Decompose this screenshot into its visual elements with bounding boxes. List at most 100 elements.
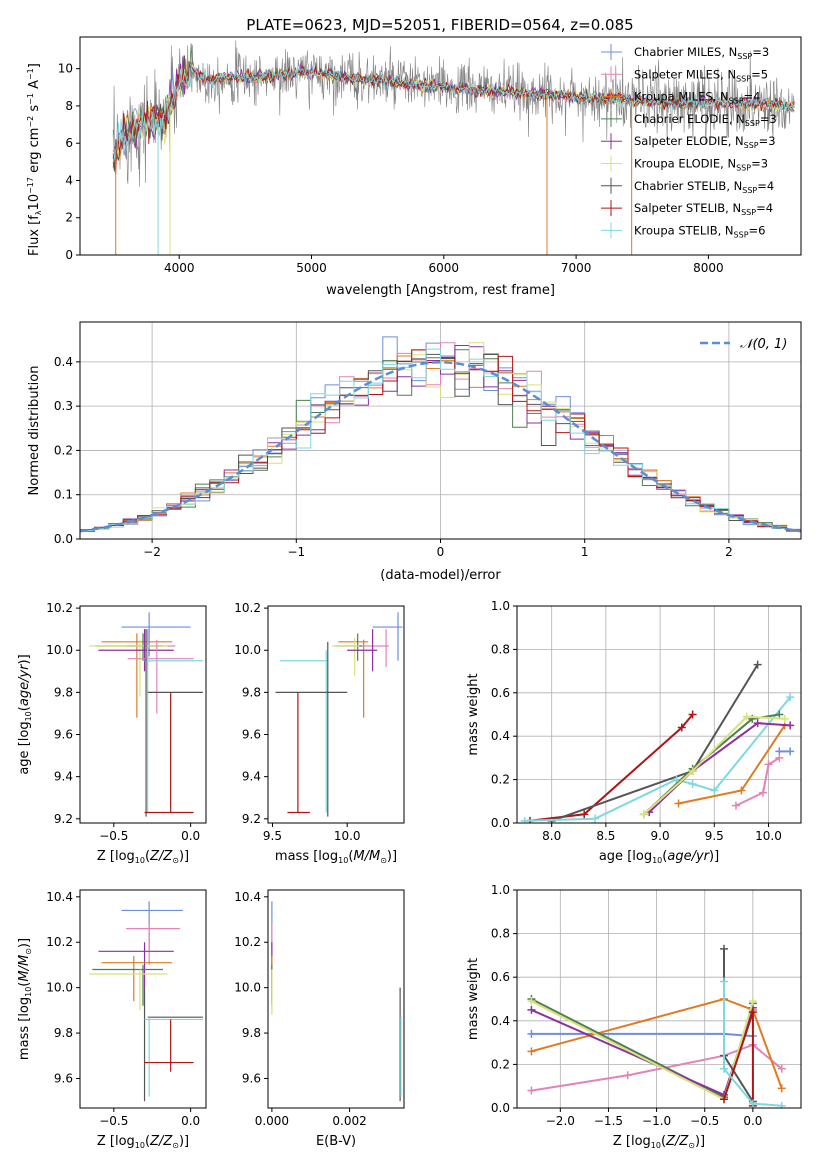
error-bar-point: [101, 633, 173, 718]
y-tick-label: 0.2: [491, 773, 510, 787]
weight-marker: [580, 810, 589, 819]
weight-marker: [719, 977, 728, 986]
y-tick-label: 0.8: [491, 927, 510, 941]
error-bar-point: [144, 1017, 203, 1097]
y-tick-label: 9.6: [242, 728, 261, 742]
clip4-axes: [267, 605, 405, 824]
y-tick-label: 9.6: [54, 1071, 73, 1085]
error-bar-point: [98, 629, 174, 672]
weight-marker: [737, 786, 746, 795]
error-bar-point: [121, 901, 183, 950]
y-tick-label: 0: [65, 248, 73, 262]
weight-line: [531, 997, 783, 1089]
weight-series: [520, 693, 795, 823]
normal-curve: [80, 361, 801, 533]
y-axis-label: mass weight: [466, 958, 481, 1040]
legend-label: Salpeter STELIB, NSSP=4: [634, 201, 773, 217]
weight-series: [639, 712, 789, 819]
spectrum-axes: [79, 36, 802, 256]
weight-series: [775, 747, 795, 756]
x-tick-label: −0.5: [99, 829, 128, 843]
clip8-axes: [516, 889, 802, 1109]
x-tick-label: 8.5: [596, 829, 615, 843]
y-tick-label: 0.0: [491, 1101, 510, 1115]
weight-series: [527, 1029, 757, 1041]
y-tick-label: 10.0: [234, 981, 261, 995]
y-tick-label: 0.8: [491, 642, 510, 656]
y-tick-label: 0.4: [54, 355, 73, 369]
weight-marker: [674, 799, 683, 808]
y-axis-label: mass weight: [466, 673, 481, 755]
x-tick-label: 1: [581, 545, 589, 559]
error-bar-point: [144, 646, 203, 813]
legend-label: Kroupa ELODIE, NSSP=3: [634, 157, 768, 173]
residual-histogram: [80, 348, 801, 533]
weight-marker: [591, 814, 600, 823]
x-tick-label: 0.0: [181, 1114, 200, 1128]
weight-marker: [742, 712, 751, 721]
x-tick-label: 10.0: [334, 829, 361, 843]
weight-marker: [786, 693, 795, 702]
x-tick-label: −1.0: [642, 1114, 671, 1128]
error-bar-point: [275, 641, 348, 817]
weight-marker: [688, 779, 697, 788]
residual-axes: [79, 321, 802, 540]
y-tick-label: 10.4: [234, 890, 261, 904]
weight-marker: [786, 747, 795, 756]
weight-marker: [527, 997, 536, 1006]
y-tick-label: 2: [65, 211, 73, 225]
weight-marker: [719, 1095, 728, 1104]
error-bar-point: [101, 955, 173, 1002]
error-bar-point: [335, 633, 363, 661]
y-tick-label: 0.1: [54, 488, 73, 502]
weight-marker: [527, 1029, 536, 1038]
weight-marker: [527, 1086, 536, 1095]
legend-label: Salpeter MILES, NSSP=5: [634, 67, 768, 83]
weight-series: [731, 753, 784, 810]
y-tick-label: 9.6: [242, 1071, 261, 1085]
y-tick-label: 10.2: [234, 935, 261, 949]
clip7-axes: [267, 889, 405, 1109]
error-bar-point: [145, 629, 203, 817]
y-tick-label: 0.2: [491, 1057, 510, 1071]
weight-marker: [688, 766, 697, 775]
x-tick-label: 0.000: [255, 1114, 289, 1128]
y-axis-label: mass [log10(M/M⊙)]: [17, 938, 33, 1060]
error-bar-point: [287, 692, 310, 814]
x-tick-label: 0.0: [743, 1114, 762, 1128]
legend-label: Salpeter ELODIE, NSSP=3: [634, 134, 776, 150]
error-bar-point: [347, 629, 378, 672]
clip5-axes: [516, 605, 802, 824]
x-tick-label: 9.0: [651, 829, 670, 843]
x-tick-label: 4000: [164, 261, 195, 275]
x-axis-label: age [log10(age/yr)]: [599, 849, 719, 865]
spectrum-model-line: [112, 67, 795, 160]
y-tick-label: 0.4: [491, 729, 510, 743]
error-bar-point: [362, 629, 390, 668]
clip3-axes: [79, 605, 207, 824]
x-tick-label: 6000: [429, 261, 460, 275]
weight-marker: [748, 1099, 757, 1108]
y-tick-label: 0.3: [54, 399, 73, 413]
weight-series: [719, 944, 757, 1106]
weight-marker: [520, 816, 529, 823]
y-tick-label: 9.6: [54, 728, 73, 742]
weight-line: [643, 715, 785, 816]
y-tick-label: 10.2: [234, 601, 261, 615]
legend-label: Chabrier MILES, NSSP=3: [634, 45, 769, 61]
weight-series: [719, 977, 786, 1108]
weight-line: [524, 696, 791, 822]
weight-line: [529, 713, 694, 822]
weight-line: [530, 998, 754, 1099]
weight-series: [639, 710, 784, 819]
figure-title: PLATE=0623, MJD=52051, FIBERID=0564, z=0…: [246, 16, 633, 34]
error-bar-point: [144, 692, 194, 814]
y-tick-label: 10.4: [46, 890, 73, 904]
y-tick-label: 10.0: [234, 643, 261, 657]
y-tick-label: 8: [65, 99, 73, 113]
weight-marker: [731, 801, 740, 810]
weight-marker: [688, 710, 697, 719]
legend-label: Kroupa STELIB, NSSP=6: [634, 223, 765, 239]
error-bar-point: [98, 942, 174, 988]
